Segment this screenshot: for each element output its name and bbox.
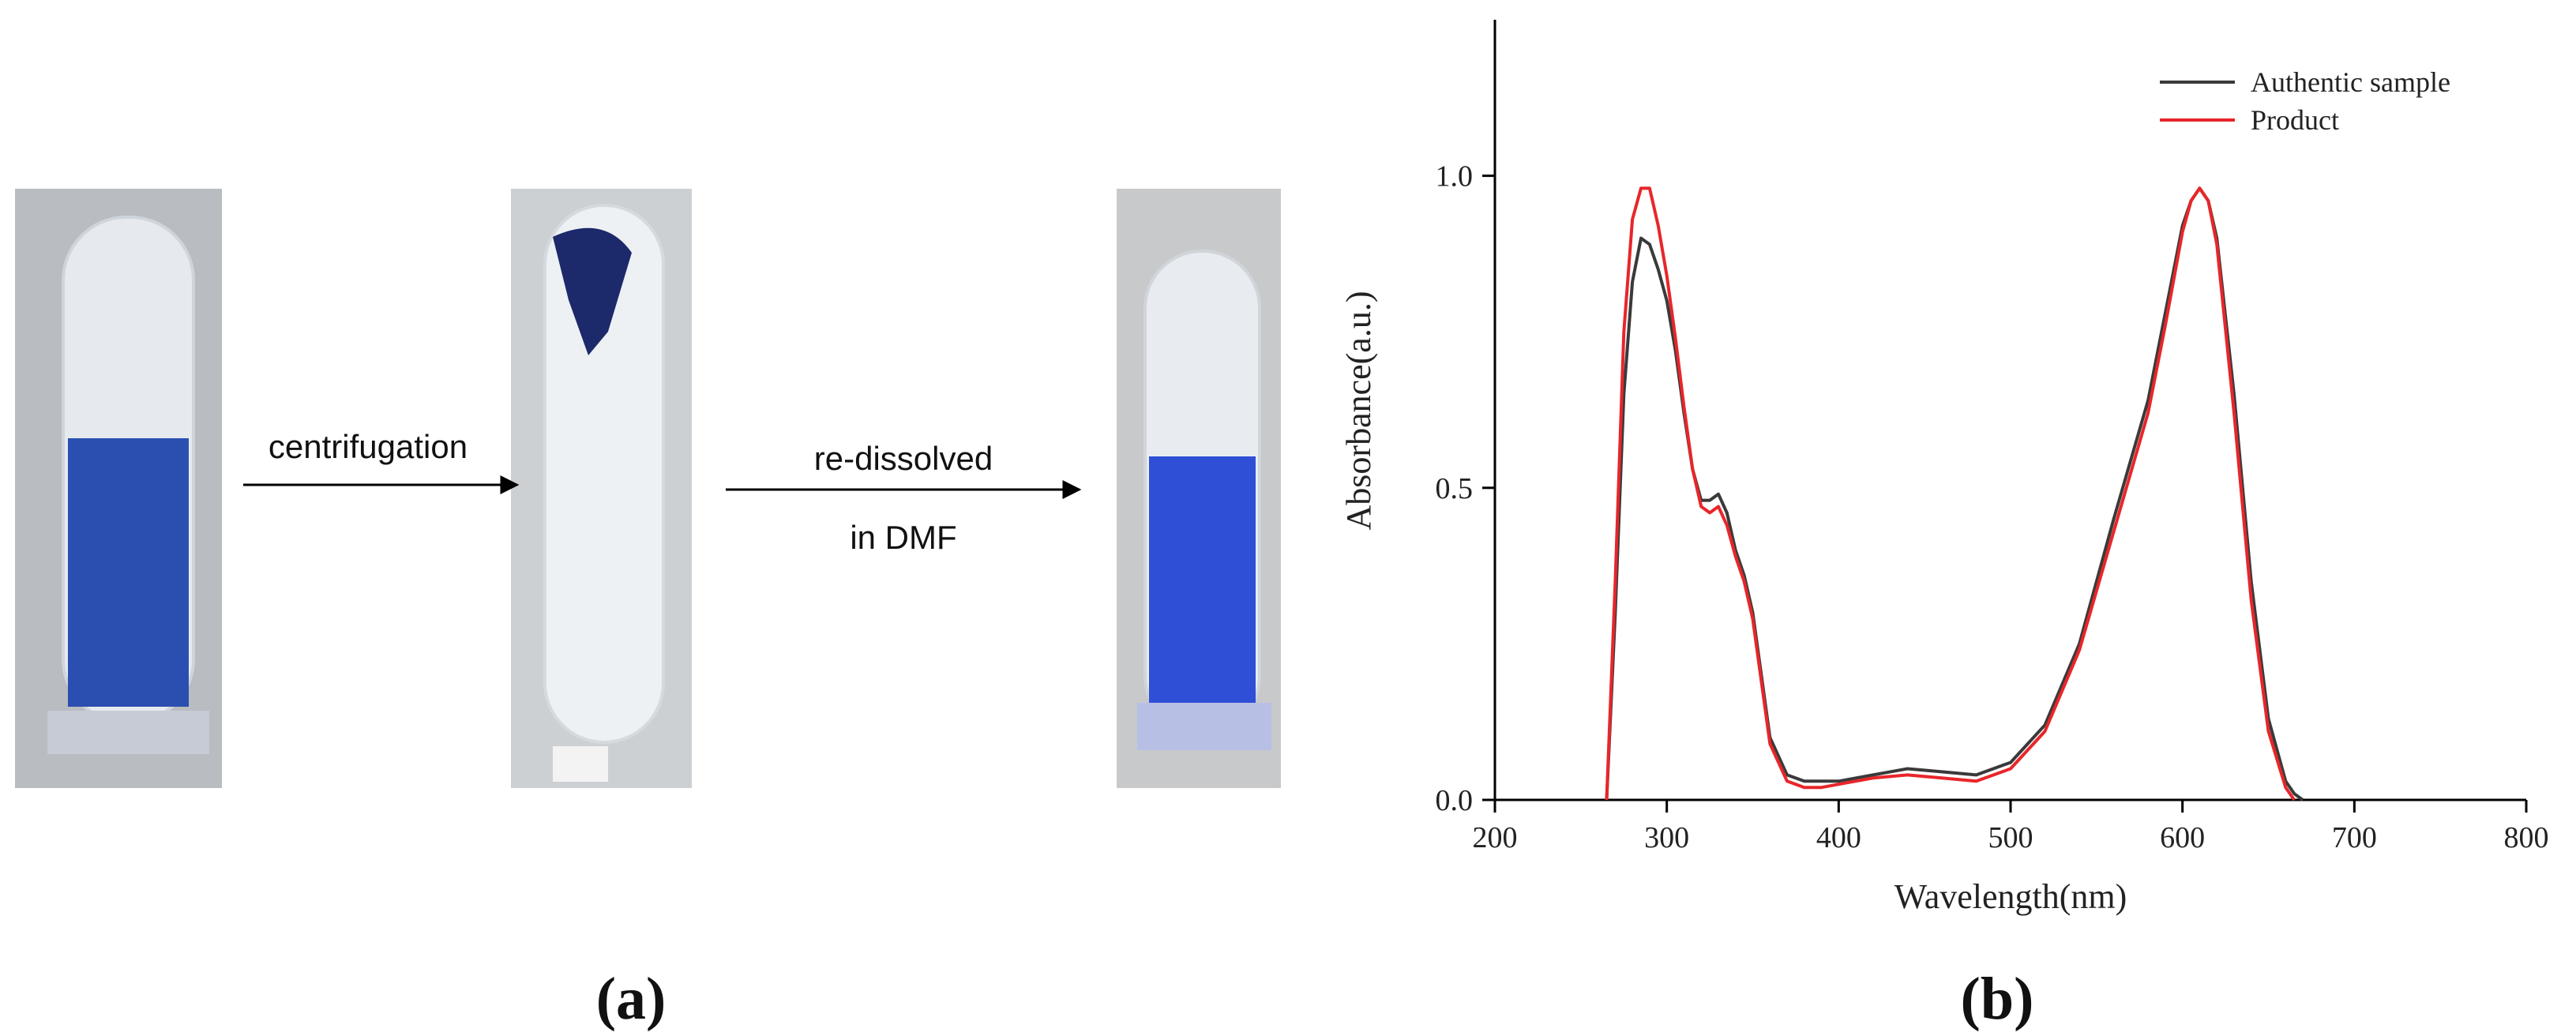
photo-tube-3	[1117, 189, 1281, 788]
data-line	[1605, 186, 2304, 801]
y-axis-label: Absorbance(a.u.)	[1339, 291, 1378, 531]
step-label: re-dissolved	[814, 440, 993, 477]
x-axis-label: Wavelength(nm)	[1894, 877, 2127, 916]
panel-label: (b)	[1961, 966, 2034, 1032]
data-line	[1605, 186, 2296, 801]
panel-label: (a)	[596, 966, 667, 1032]
legend-label: Authentic sample	[2251, 66, 2450, 98]
photo-tube-1	[15, 189, 222, 788]
x-tick-label: 300	[1644, 821, 1689, 854]
x-tick-label: 500	[1988, 821, 2033, 854]
x-tick-label: 400	[1816, 821, 1861, 854]
y-tick-label: 1.0	[1436, 160, 1474, 193]
x-tick-label: 600	[2160, 821, 2205, 854]
y-tick-label: 0.5	[1436, 472, 1474, 505]
x-tick-label: 700	[2332, 821, 2377, 854]
step-label: centrifugation	[268, 428, 468, 465]
x-tick-label: 200	[1473, 821, 1518, 854]
step-label: in DMF	[850, 519, 956, 556]
legend-label: Product	[2251, 104, 2339, 136]
photo-tube-2	[511, 189, 692, 788]
x-tick-label: 800	[2504, 821, 2549, 854]
y-tick-label: 0.0	[1436, 784, 1474, 817]
